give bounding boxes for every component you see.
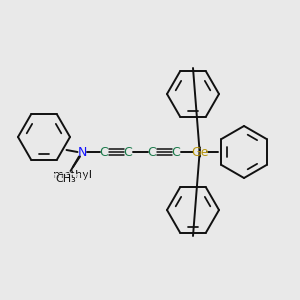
Text: C: C	[124, 146, 132, 158]
Text: N: N	[77, 146, 87, 158]
Text: methyl: methyl	[52, 170, 92, 180]
Text: Ge: Ge	[191, 146, 209, 158]
Text: methyl: methyl	[50, 172, 89, 182]
Text: C: C	[100, 146, 108, 158]
Text: CH₃: CH₃	[56, 174, 76, 184]
Text: methyl: methyl	[49, 171, 83, 181]
Text: C: C	[148, 146, 156, 158]
Text: C: C	[172, 146, 180, 158]
